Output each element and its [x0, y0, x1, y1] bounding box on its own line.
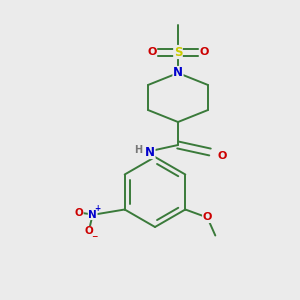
- Text: N: N: [145, 146, 155, 158]
- Text: O: O: [84, 226, 93, 236]
- Text: O: O: [202, 212, 212, 223]
- Text: O: O: [217, 151, 227, 161]
- Text: H: H: [134, 145, 142, 155]
- Text: −: −: [92, 232, 98, 241]
- Text: N: N: [88, 209, 97, 220]
- Text: O: O: [199, 47, 209, 57]
- Text: S: S: [174, 46, 182, 59]
- Text: O: O: [147, 47, 157, 57]
- Text: O: O: [74, 208, 83, 218]
- Text: +: +: [94, 204, 101, 213]
- Text: N: N: [173, 67, 183, 80]
